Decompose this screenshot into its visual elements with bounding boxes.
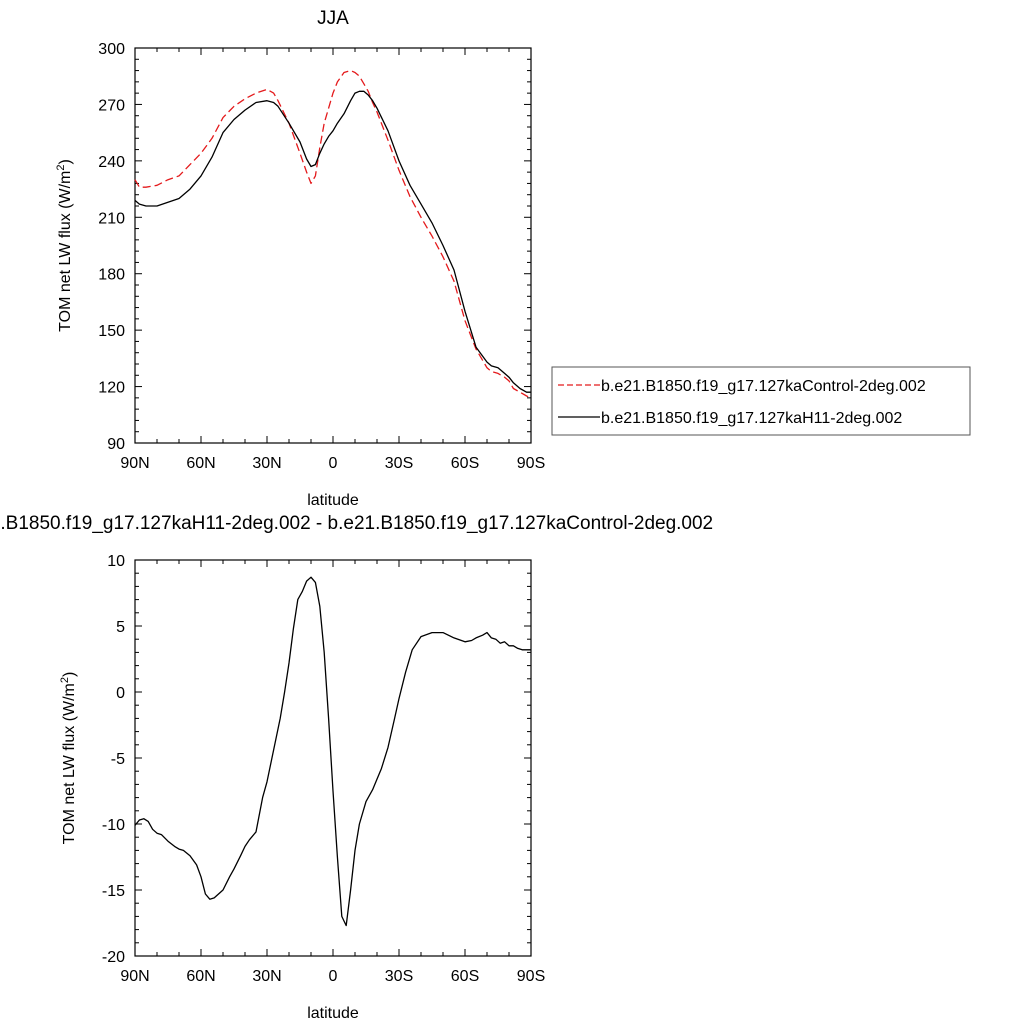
x-tick-label: 90N	[120, 455, 149, 472]
y-axis-label-sup: 2	[55, 165, 67, 171]
series-line-1	[134, 576, 531, 927]
y-tick-label: 0	[116, 685, 125, 702]
y-tick-label: 5	[116, 619, 125, 636]
legend: b.e21.B1850.f19_g17.127kaControl-2deg.00…	[551, 366, 971, 436]
y-tick-label: -5	[111, 751, 125, 768]
y-axis-label-main: TOM net LW flux (W/m	[57, 171, 74, 332]
y-tick-label: 180	[98, 267, 125, 284]
legend-box	[551, 366, 971, 436]
x-tick-label: 90N	[120, 968, 149, 985]
y-tick-label: 300	[98, 41, 125, 58]
legend-entry-2: b.e21.B1850.f19_g17.127kaH11-2deg.002	[601, 410, 902, 427]
y-tick-label: 10	[107, 553, 125, 570]
x-tick-label: 60N	[186, 968, 215, 985]
y-axis-label-end: )	[61, 672, 78, 677]
y-axis-label: TOM net LW flux (W/m2)	[59, 672, 78, 845]
y-tick-label: -15	[102, 883, 125, 900]
x-tick-label: 30S	[385, 455, 413, 472]
x-tick-label: 0	[329, 968, 338, 985]
y-tick-label: -10	[102, 817, 125, 834]
x-tick-label: 30N	[252, 968, 281, 985]
plot-frame	[134, 559, 532, 957]
chart-title: JJA	[317, 8, 349, 29]
x-axis-label: latitude	[307, 1005, 359, 1022]
x-tick-label: 60N	[186, 455, 215, 472]
chart-panel-1: JJA 90N 60N 30N 0 30S 60S 90S 90 120 150 180 210 240 2…	[55, 8, 971, 509]
y-tick-label: 210	[98, 210, 125, 227]
chart-panel-2: b.e21.B1850.f19_g17.127kaH11-2deg.002 - …	[0, 513, 713, 1022]
y-tick-label: 270	[98, 97, 125, 114]
chart-title: b.e21.B1850.f19_g17.127kaH11-2deg.002 - …	[0, 513, 713, 534]
plot-frame	[134, 47, 532, 444]
y-axis-label-main: TOM net LW flux (W/m	[61, 683, 78, 844]
x-tick-label: 60S	[451, 455, 479, 472]
y-axis-label-end: )	[57, 159, 74, 164]
y-tick-label: 120	[98, 380, 125, 397]
x-tick-label: 60S	[451, 968, 479, 985]
y-axis-label-sup: 2	[59, 677, 71, 683]
x-tick-label: 30S	[385, 968, 413, 985]
x-axis-label: latitude	[307, 492, 359, 509]
y-tick-label: 150	[98, 323, 125, 340]
x-tick-label: 0	[329, 455, 338, 472]
series-line-1	[134, 69, 532, 399]
x-tick-label: 90S	[517, 455, 545, 472]
legend-entry-1: b.e21.B1850.f19_g17.127kaControl-2deg.00…	[601, 378, 926, 395]
y-axis-label: TOM net LW flux (W/m2)	[55, 159, 74, 332]
y-tick-label: 240	[98, 154, 125, 171]
x-tick-label: 90S	[517, 968, 545, 985]
y-tick-label: 90	[107, 436, 125, 453]
series-line-2	[134, 90, 531, 393]
y-tick-label: -20	[102, 949, 125, 966]
x-tick-label: 30N	[252, 455, 281, 472]
